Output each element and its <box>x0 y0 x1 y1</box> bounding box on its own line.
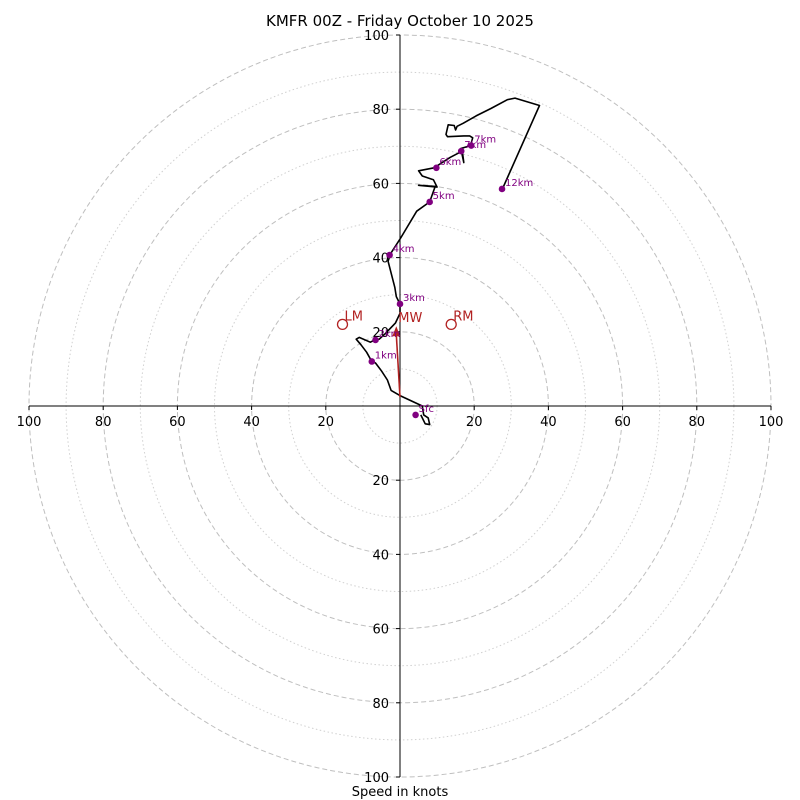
axes <box>29 35 771 777</box>
storm-motion-group: LM MW RM <box>336 309 473 398</box>
tick-labels: 2020202040404040606060608080808010010010… <box>17 29 784 786</box>
height-marker-dot <box>396 300 404 308</box>
x-tick-label: 40 <box>540 415 557 430</box>
height-marker-dot <box>457 147 465 155</box>
x-tick-label: 20 <box>466 415 483 430</box>
x-tick-label: 80 <box>95 415 112 430</box>
height-marker-dot <box>426 198 433 206</box>
hodograph-trace <box>355 97 541 426</box>
x-tick-label: 60 <box>614 415 631 430</box>
height-marker-dot <box>433 164 440 172</box>
height-marker-label: 6km <box>439 157 461 168</box>
x-axis-label: Speed in knots <box>352 785 449 800</box>
y-tick-label: 80 <box>372 103 389 118</box>
y-tick-label: 100 <box>364 29 389 44</box>
y-tick-label: 60 <box>372 177 389 192</box>
height-marker-dot <box>372 336 379 344</box>
lm-label: LM <box>344 309 362 324</box>
x-tick-label: 20 <box>318 415 335 430</box>
height-marker-label: 7km <box>464 140 486 151</box>
height-marker-label: 7km <box>474 135 496 146</box>
y-tick-label: 40 <box>372 548 389 563</box>
hodograph-trace-group <box>355 97 541 426</box>
x-tick-label: 100 <box>17 415 42 430</box>
height-marker-label: 4km <box>393 244 415 255</box>
x-tick-label: 80 <box>689 415 706 430</box>
height-marker-dot <box>368 358 376 365</box>
y-tick-label: 40 <box>372 252 389 267</box>
height-marker-label: Sfc <box>419 404 434 415</box>
height-marker-dot <box>412 411 419 419</box>
x-tick-label: 100 <box>759 415 784 430</box>
height-marker-dot <box>386 251 393 259</box>
height-marker-label: 5km <box>433 191 455 202</box>
rm-marker <box>445 318 457 331</box>
y-tick-label: 80 <box>372 697 389 712</box>
x-tick-label: 40 <box>243 415 260 430</box>
height-marker-label: 12km <box>505 178 533 189</box>
mw-label: MW <box>398 311 422 326</box>
y-tick-label: 20 <box>372 474 389 489</box>
y-tick-label: 60 <box>372 623 389 638</box>
chart-title: KMFR 00Z - Friday October 10 2025 <box>266 12 534 30</box>
height-marker-dot <box>498 185 506 193</box>
mean-wind-arrow-shaft <box>395 334 401 398</box>
y-tick-label: 100 <box>364 771 389 786</box>
rm-label: RM <box>453 309 473 324</box>
mean-wind-arrow-head <box>392 326 401 337</box>
lm-marker <box>336 318 349 331</box>
height-marker-label: 3km <box>403 293 425 304</box>
height-marker-label: 1km <box>375 350 397 361</box>
height-marker-label: 2km <box>379 329 401 340</box>
height-marker-dot <box>467 142 475 149</box>
x-tick-label: 60 <box>169 415 186 430</box>
